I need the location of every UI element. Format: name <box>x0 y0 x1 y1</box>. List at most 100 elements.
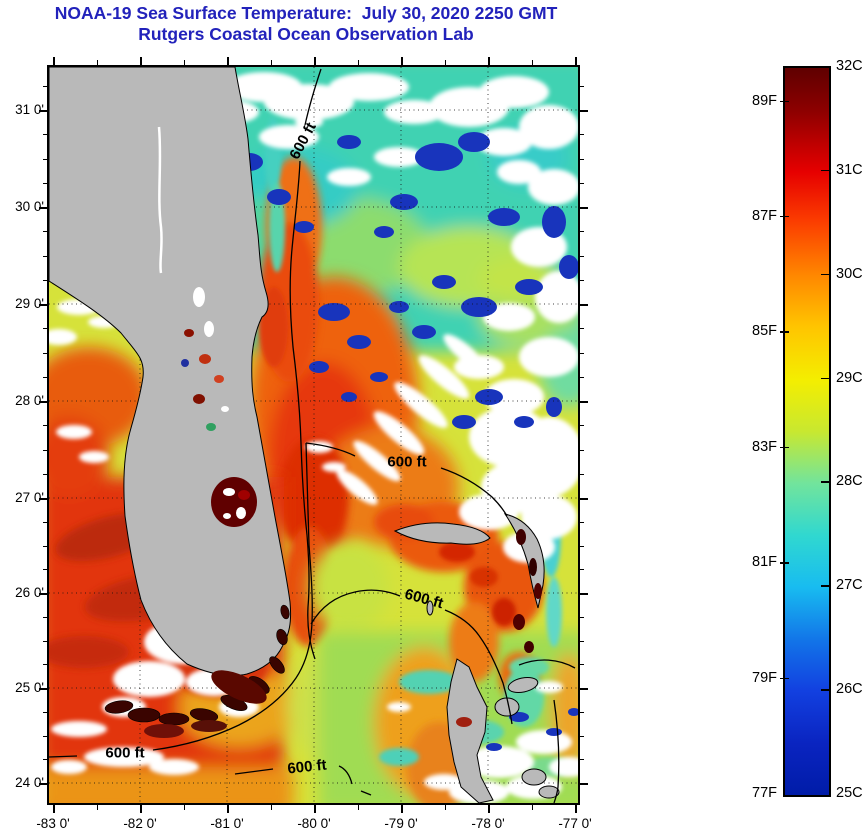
colorbar-celsius-tick <box>821 273 830 276</box>
y-minor-tick-right <box>580 735 584 737</box>
colorbar-fahrenheit-label: 89F <box>752 92 777 109</box>
y-minor-tick <box>43 328 47 330</box>
x-major-tick-top <box>140 57 142 65</box>
colorbar-fahrenheit-label: 79F <box>752 669 777 686</box>
y-major-tick-right <box>580 110 588 112</box>
colorbar-fahrenheit-tick <box>780 562 789 564</box>
x-axis-label: -81 0' <box>210 816 244 831</box>
x-major-tick-top <box>575 57 577 65</box>
x-major-tick-top <box>53 57 55 65</box>
y-minor-tick-right <box>580 182 584 184</box>
colorbar-celsius-label: 28C <box>836 473 863 490</box>
y-minor-tick <box>43 545 47 547</box>
x-minor-tick-top <box>357 60 359 65</box>
y-minor-tick <box>43 134 47 136</box>
x-minor-tick-top <box>444 60 446 65</box>
grand-bahama-island <box>393 522 491 545</box>
plot-title: NOAA-19 Sea Surface Temperature: July 30… <box>54 3 558 23</box>
lake-okeechobee <box>211 477 257 527</box>
x-minor-tick <box>357 805 359 810</box>
colorbar-fahrenheit-tick <box>780 446 789 449</box>
y-minor-tick-right <box>580 231 584 233</box>
y-minor-tick-right <box>580 473 584 475</box>
colorbar-celsius-tick <box>821 689 830 691</box>
plot-subtitle: Rutgers Coastal Ocean Observation Lab <box>138 24 474 44</box>
temperature-colorbar <box>783 66 831 797</box>
x-minor-tick <box>96 805 98 810</box>
colorbar-fahrenheit-label: 87F <box>752 207 777 224</box>
y-minor-tick-right <box>580 545 584 547</box>
colorbar-celsius-label: 30C <box>836 265 863 282</box>
x-major-tick-top <box>488 57 490 65</box>
colorbar-fahrenheit-tick <box>780 100 789 103</box>
y-minor-tick-right <box>580 640 584 642</box>
y-axis-label: 27 0' <box>15 490 44 505</box>
x-minor-tick-top <box>270 60 272 65</box>
y-minor-tick-right <box>580 759 584 761</box>
y-minor-tick <box>43 640 47 642</box>
y-minor-tick <box>43 352 47 354</box>
x-minor-tick-top <box>531 60 533 65</box>
colorbar-celsius-label: 26C <box>836 681 863 698</box>
y-major-tick <box>39 207 47 209</box>
andros-island <box>446 658 494 803</box>
y-major-tick-right <box>580 688 588 690</box>
y-major-tick <box>39 110 47 112</box>
y-minor-tick <box>43 473 47 475</box>
y-major-tick-right <box>580 401 588 403</box>
y-minor-tick <box>43 664 47 666</box>
y-axis-label: 26 0' <box>15 585 44 600</box>
y-minor-tick-right <box>580 279 584 281</box>
y-major-tick <box>39 688 47 690</box>
y-minor-tick <box>43 569 47 571</box>
y-minor-tick-right <box>580 664 584 666</box>
colorbar-celsius-tick <box>821 585 830 587</box>
small-islet-1 <box>521 768 547 786</box>
y-minor-tick-right <box>580 352 584 354</box>
y-minor-tick <box>43 616 47 618</box>
x-major-tick <box>140 805 142 813</box>
colorbar-fahrenheit-label: 83F <box>752 438 777 455</box>
colorbar-celsius-label: 32C <box>836 58 863 74</box>
colorbar-fahrenheit-label: 81F <box>752 554 777 571</box>
x-major-tick <box>314 805 316 813</box>
y-axis-label: 29 0' <box>15 296 44 311</box>
y-major-tick <box>39 498 47 500</box>
y-minor-tick <box>43 231 47 233</box>
colorbar-fahrenheit-tick <box>780 215 789 218</box>
colorbar-celsius-tick <box>821 169 830 172</box>
y-minor-tick-right <box>580 449 584 451</box>
x-minor-tick <box>183 805 185 810</box>
y-axis-label: 28 0' <box>15 393 44 408</box>
y-minor-tick-right <box>580 425 584 427</box>
new-providence-island <box>507 676 539 694</box>
x-axis-label: -82 0' <box>123 816 157 831</box>
y-minor-tick-right <box>580 328 584 330</box>
plot-title-block: NOAA-19 Sea Surface Temperature: July 30… <box>0 3 612 45</box>
y-minor-tick <box>43 279 47 281</box>
y-minor-tick-right <box>580 616 584 618</box>
x-minor-tick <box>444 805 446 810</box>
x-minor-tick-top <box>96 60 98 65</box>
y-major-tick-right <box>580 593 588 595</box>
bimini-island <box>426 600 434 616</box>
y-minor-tick <box>43 521 47 523</box>
x-major-tick <box>488 805 490 813</box>
y-axis-label: 30 0' <box>15 199 44 214</box>
y-minor-tick-right <box>580 134 584 136</box>
sst-map-canvas <box>49 67 578 803</box>
y-axis-label: 31 0' <box>15 102 44 117</box>
colorbar-celsius-tick <box>821 377 830 380</box>
y-axis-label: 24 0' <box>15 775 44 790</box>
x-minor-tick <box>270 805 272 810</box>
y-major-tick <box>39 401 47 403</box>
x-major-tick <box>401 805 403 813</box>
x-axis-label: -78 0' <box>471 816 505 831</box>
x-major-tick-top <box>314 57 316 65</box>
x-axis-label: -77 0' <box>558 816 592 831</box>
y-minor-tick <box>43 182 47 184</box>
colorbar-fahrenheit-tick <box>780 331 789 333</box>
colorbar-fahrenheit-label: 77F <box>752 785 777 801</box>
y-minor-tick <box>43 449 47 451</box>
